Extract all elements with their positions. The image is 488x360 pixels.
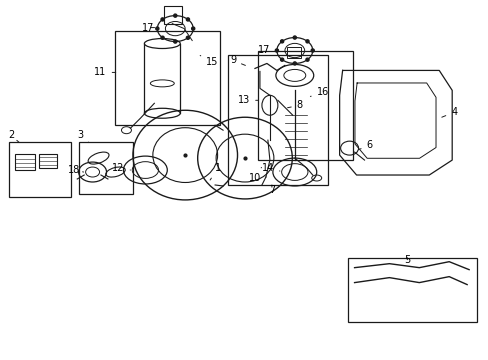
Text: 12: 12 <box>112 163 130 173</box>
Circle shape <box>191 27 194 30</box>
Text: 1: 1 <box>210 163 221 180</box>
Bar <box>164 6 182 24</box>
Circle shape <box>293 62 296 65</box>
Text: 17: 17 <box>142 23 154 33</box>
Text: 10: 10 <box>248 167 261 183</box>
Circle shape <box>310 49 314 52</box>
Text: 7: 7 <box>268 185 274 195</box>
Circle shape <box>293 36 296 39</box>
Circle shape <box>156 27 159 30</box>
Circle shape <box>275 49 278 52</box>
Text: 15: 15 <box>200 55 218 67</box>
Circle shape <box>161 18 164 21</box>
Bar <box>79 142 133 194</box>
Text: 18: 18 <box>67 165 83 175</box>
Bar <box>15 154 35 170</box>
Circle shape <box>173 40 177 43</box>
Text: 8: 8 <box>287 100 302 110</box>
Circle shape <box>161 36 164 39</box>
Text: 17: 17 <box>257 45 277 54</box>
Text: 16: 16 <box>310 87 328 97</box>
Circle shape <box>186 36 189 39</box>
Bar <box>39 154 57 168</box>
Bar <box>286 46 300 58</box>
Bar <box>9 142 71 197</box>
Bar <box>227 55 327 185</box>
Text: 11: 11 <box>94 67 116 77</box>
Circle shape <box>186 18 189 21</box>
Text: 4: 4 <box>441 107 456 117</box>
Circle shape <box>305 58 308 61</box>
Text: 14: 14 <box>261 163 279 173</box>
Circle shape <box>173 14 177 17</box>
Text: 2: 2 <box>8 130 19 142</box>
Text: 6: 6 <box>359 140 372 150</box>
Bar <box>347 258 476 323</box>
Bar <box>115 31 220 125</box>
Bar <box>258 50 352 160</box>
Circle shape <box>305 40 308 43</box>
Text: 9: 9 <box>229 55 245 66</box>
Text: 3: 3 <box>78 130 88 142</box>
Circle shape <box>280 58 283 61</box>
Circle shape <box>280 40 283 43</box>
Text: 5: 5 <box>404 255 409 265</box>
Text: 13: 13 <box>237 95 258 105</box>
